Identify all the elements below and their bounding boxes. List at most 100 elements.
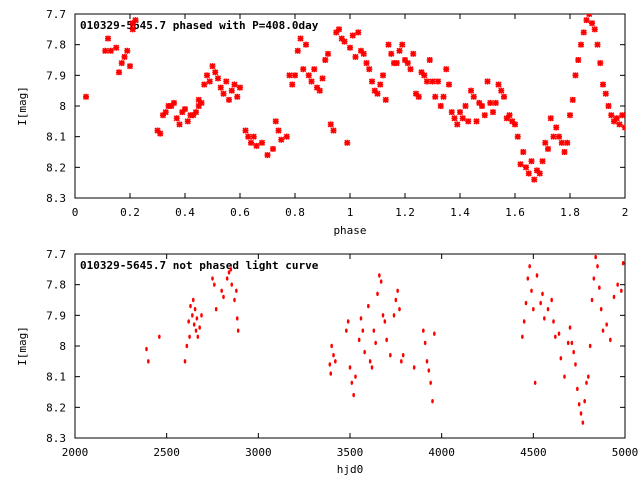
data-point	[544, 145, 552, 152]
data-point	[459, 115, 466, 122]
data-point	[393, 60, 400, 67]
data-point	[596, 264, 599, 269]
data-point	[383, 319, 387, 324]
data-point	[145, 346, 148, 352]
data-point	[297, 35, 304, 42]
data-point	[184, 118, 191, 125]
data-point	[423, 340, 427, 346]
data-point	[608, 112, 615, 119]
data-point	[348, 365, 352, 370]
data-point	[157, 130, 164, 137]
data-point	[352, 53, 359, 60]
data-point	[506, 112, 513, 119]
data-point	[616, 121, 623, 128]
data-point	[168, 102, 175, 110]
data-point	[322, 56, 329, 64]
data-point	[359, 316, 363, 321]
y-tick-label: 8.2	[46, 401, 66, 414]
data-point	[434, 78, 442, 85]
data-series	[145, 254, 625, 425]
data-point	[194, 328, 198, 333]
data-point	[583, 17, 590, 24]
x-tick-label: 1.8	[560, 206, 580, 219]
data-point	[465, 118, 472, 125]
data-point	[191, 313, 194, 318]
data-point	[188, 334, 191, 339]
x-tick-label: 4000	[428, 446, 455, 459]
data-point	[539, 158, 546, 165]
data-point	[514, 133, 521, 140]
data-point	[294, 47, 301, 54]
data-point	[354, 374, 357, 379]
chart-title: 010329-5645.7 phased with P=408.0day	[80, 19, 319, 32]
data-point	[361, 328, 365, 333]
data-point	[374, 340, 377, 346]
data-point	[476, 99, 483, 106]
data-point	[173, 115, 180, 122]
data-point	[500, 93, 508, 100]
data-point	[289, 81, 296, 88]
x-tick-label: 3000	[245, 446, 272, 459]
data-point	[517, 161, 524, 168]
data-point	[566, 112, 574, 119]
data-point	[209, 63, 216, 70]
data-point	[572, 72, 579, 79]
data-point	[225, 276, 229, 281]
data-point	[581, 420, 585, 425]
data-point	[162, 109, 169, 116]
data-point	[598, 285, 601, 290]
x-tick-label: 2	[622, 206, 629, 219]
data-point	[412, 90, 420, 97]
y-tick-label: 7.9	[46, 69, 66, 82]
data-point	[426, 56, 433, 64]
data-point	[379, 72, 387, 79]
data-point	[467, 87, 475, 94]
data-point	[590, 297, 594, 303]
data-point	[269, 145, 277, 152]
data-point	[235, 316, 239, 321]
data-point	[349, 32, 356, 39]
data-point	[376, 291, 379, 297]
data-point	[522, 319, 526, 324]
data-point	[185, 343, 189, 349]
data-point	[489, 109, 497, 116]
data-point	[328, 362, 332, 367]
data-point	[291, 72, 299, 79]
data-point	[385, 337, 388, 343]
y-tick-label: 8.2	[46, 161, 66, 174]
data-point	[550, 297, 553, 303]
data-point	[211, 276, 214, 281]
data-point	[533, 380, 537, 385]
data-point	[264, 152, 271, 159]
plot-frame	[74, 253, 626, 439]
data-point	[422, 328, 425, 333]
data-point	[511, 121, 519, 128]
data-point	[220, 288, 223, 293]
data-point	[585, 380, 588, 385]
data-point	[547, 115, 554, 122]
data-point	[214, 75, 222, 82]
data-point	[443, 66, 450, 73]
data-point	[588, 343, 592, 349]
data-point	[401, 56, 409, 64]
data-point	[487, 99, 494, 106]
data-point	[592, 276, 596, 281]
data-point	[381, 313, 385, 318]
data-point	[379, 279, 383, 284]
data-point	[531, 176, 538, 183]
data-point	[338, 35, 345, 42]
unphased-light-curve-panel: 2000 2500 3000 3500 4000 4500 5000 7.7 7.8 7.9 8 8.…	[16, 248, 638, 476]
data-point	[372, 328, 376, 333]
data-point	[222, 294, 225, 300]
data-point	[158, 334, 161, 339]
x-tick-label: 1.2	[395, 206, 415, 219]
data-point	[382, 96, 389, 103]
data-point	[300, 66, 307, 73]
data-point	[357, 337, 361, 343]
data-point	[115, 69, 123, 76]
data-point	[272, 118, 279, 125]
data-point	[335, 26, 343, 33]
data-point	[432, 93, 439, 100]
y-tick-label: 8.3	[46, 432, 66, 445]
